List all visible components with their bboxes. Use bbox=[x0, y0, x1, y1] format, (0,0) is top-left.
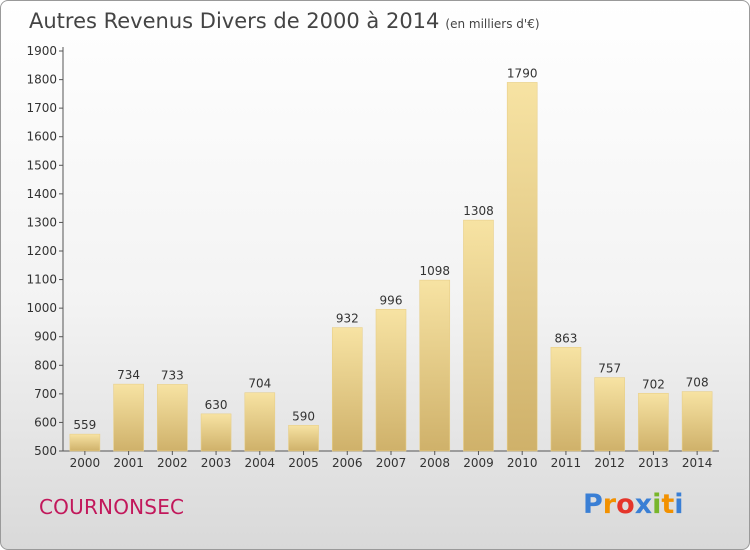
y-tick-label: 1100 bbox=[26, 273, 57, 287]
bar bbox=[375, 308, 407, 452]
bar bbox=[200, 413, 232, 452]
x-tick-label: 2013 bbox=[638, 456, 669, 470]
x-tick-label: 2005 bbox=[288, 456, 319, 470]
y-tick-label: 500 bbox=[34, 444, 57, 458]
chart-title: Autres Revenus Divers de 2000 à 2014 (en … bbox=[29, 9, 540, 33]
x-tick-label: 2003 bbox=[201, 456, 232, 470]
bar-value-label: 932 bbox=[336, 312, 359, 326]
logo-letter: t bbox=[661, 489, 675, 520]
y-tick-label: 1800 bbox=[26, 73, 57, 87]
y-tick-label: 1200 bbox=[26, 244, 57, 258]
bar bbox=[288, 424, 319, 452]
bar bbox=[550, 346, 582, 452]
bar-value-label: 996 bbox=[380, 293, 403, 307]
bar bbox=[506, 82, 538, 452]
bar-value-label: 559 bbox=[73, 418, 96, 432]
bar bbox=[331, 327, 363, 452]
x-tick-label: 2012 bbox=[594, 456, 625, 470]
y-tick-label: 900 bbox=[34, 330, 57, 344]
bar bbox=[638, 392, 669, 452]
bar bbox=[244, 392, 276, 452]
bar-value-label: 590 bbox=[292, 409, 315, 423]
y-tick-label: 1500 bbox=[26, 158, 57, 172]
bar-value-label: 734 bbox=[117, 368, 140, 382]
bar bbox=[157, 384, 188, 452]
city-name: COURNONSEC bbox=[39, 495, 185, 519]
chart-subtitle: (en milliers d'€) bbox=[445, 17, 540, 31]
bar-value-label: 1790 bbox=[507, 66, 538, 80]
x-tick-label: 2014 bbox=[682, 456, 713, 470]
bar-value-label: 863 bbox=[554, 331, 577, 345]
y-tick-label: 1900 bbox=[26, 44, 57, 58]
bar-value-label: 733 bbox=[161, 368, 184, 382]
bar-value-label: 757 bbox=[598, 362, 621, 376]
logo-letter: i bbox=[674, 489, 684, 520]
y-tick-label: 1000 bbox=[26, 301, 57, 315]
bar-value-label: 702 bbox=[642, 377, 665, 391]
y-tick-label: 1300 bbox=[26, 215, 57, 229]
y-tick-label: 700 bbox=[34, 387, 57, 401]
y-tick-label: 600 bbox=[34, 415, 57, 429]
x-tick-label: 2009 bbox=[463, 456, 494, 470]
logo-letter: x bbox=[634, 489, 653, 520]
bar bbox=[594, 377, 625, 452]
x-tick-label: 2007 bbox=[376, 456, 407, 470]
y-tick-label: 1700 bbox=[26, 101, 57, 115]
y-tick-label: 800 bbox=[34, 358, 57, 372]
y-tick-label: 1600 bbox=[26, 130, 57, 144]
bar bbox=[69, 433, 101, 452]
bar-value-label: 708 bbox=[686, 376, 709, 390]
bar bbox=[419, 279, 451, 452]
bar-value-label: 704 bbox=[248, 377, 271, 391]
x-tick-label: 2006 bbox=[332, 456, 363, 470]
bar bbox=[463, 219, 494, 452]
logo-letter: o bbox=[616, 489, 635, 520]
bar-value-label: 1098 bbox=[419, 264, 450, 278]
x-tick-label: 2011 bbox=[551, 456, 582, 470]
logo-letter: r bbox=[602, 489, 617, 520]
x-tick-label: 2004 bbox=[245, 456, 276, 470]
bar-value-label: 1308 bbox=[463, 204, 494, 218]
bar bbox=[681, 391, 713, 452]
logo-letter: P bbox=[583, 489, 603, 520]
bar-value-label: 630 bbox=[205, 398, 228, 412]
x-tick-label: 2001 bbox=[113, 456, 144, 470]
chart-title-text: Autres Revenus Divers de 2000 à 2014 bbox=[29, 9, 440, 33]
x-tick-label: 2010 bbox=[507, 456, 538, 470]
x-tick-label: 2000 bbox=[70, 456, 101, 470]
logo-letter: i bbox=[652, 489, 662, 520]
x-tick-label: 2002 bbox=[157, 456, 188, 470]
proxiti-logo[interactable]: Proxiti bbox=[583, 489, 684, 520]
y-tick-label: 1400 bbox=[26, 187, 57, 201]
x-tick-label: 2008 bbox=[419, 456, 450, 470]
bar bbox=[113, 383, 144, 452]
